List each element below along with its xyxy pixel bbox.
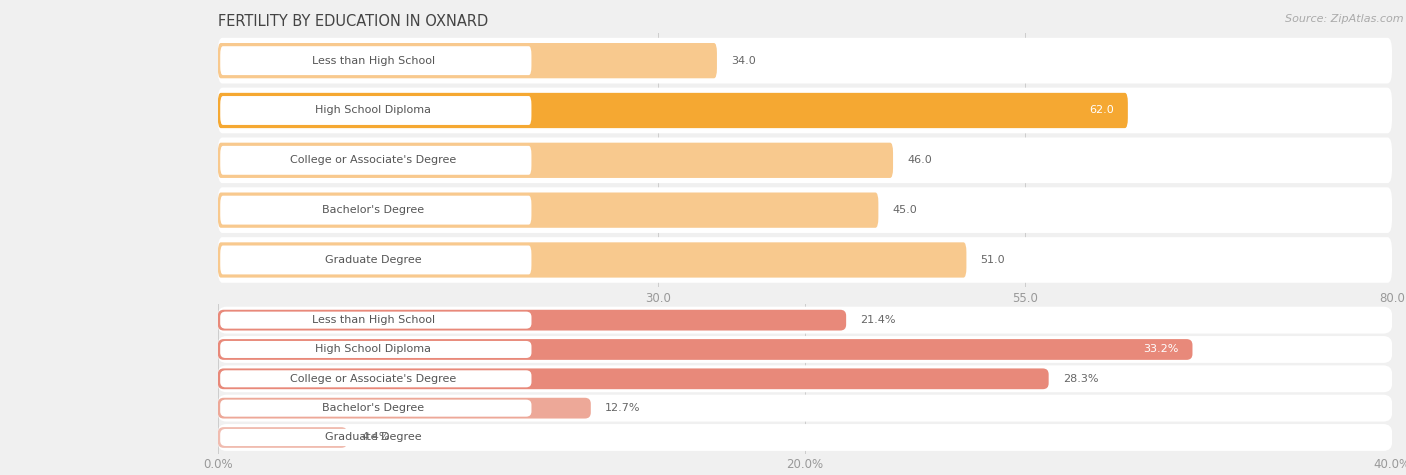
Text: 12.7%: 12.7%: [605, 403, 640, 413]
FancyBboxPatch shape: [218, 192, 879, 228]
Text: 34.0: 34.0: [731, 56, 755, 66]
FancyBboxPatch shape: [221, 146, 531, 175]
FancyBboxPatch shape: [218, 398, 591, 418]
Text: 46.0: 46.0: [907, 155, 932, 165]
Text: 21.4%: 21.4%: [860, 315, 896, 325]
FancyBboxPatch shape: [218, 336, 1392, 363]
FancyBboxPatch shape: [218, 38, 1392, 84]
FancyBboxPatch shape: [218, 424, 1392, 451]
FancyBboxPatch shape: [221, 429, 531, 446]
FancyBboxPatch shape: [221, 341, 531, 358]
FancyBboxPatch shape: [218, 365, 1392, 392]
Text: High School Diploma: High School Diploma: [315, 105, 432, 115]
FancyBboxPatch shape: [218, 142, 893, 178]
Text: College or Associate's Degree: College or Associate's Degree: [291, 374, 457, 384]
Text: FERTILITY BY EDUCATION IN OXNARD: FERTILITY BY EDUCATION IN OXNARD: [218, 14, 488, 29]
Text: 4.4%: 4.4%: [361, 433, 389, 443]
Text: High School Diploma: High School Diploma: [315, 344, 432, 354]
Text: 45.0: 45.0: [893, 205, 917, 215]
FancyBboxPatch shape: [218, 43, 717, 78]
FancyBboxPatch shape: [218, 395, 1392, 422]
FancyBboxPatch shape: [218, 137, 1392, 183]
FancyBboxPatch shape: [218, 339, 1192, 360]
Text: 33.2%: 33.2%: [1143, 344, 1178, 354]
FancyBboxPatch shape: [218, 242, 966, 277]
Text: 51.0: 51.0: [980, 255, 1005, 265]
FancyBboxPatch shape: [218, 93, 1128, 128]
Text: 28.3%: 28.3%: [1063, 374, 1098, 384]
FancyBboxPatch shape: [218, 369, 1049, 389]
Text: Graduate Degree: Graduate Degree: [325, 255, 422, 265]
Text: Graduate Degree: Graduate Degree: [325, 433, 422, 443]
FancyBboxPatch shape: [218, 88, 1392, 133]
FancyBboxPatch shape: [221, 46, 531, 75]
FancyBboxPatch shape: [221, 96, 531, 125]
FancyBboxPatch shape: [218, 310, 846, 331]
FancyBboxPatch shape: [221, 312, 531, 329]
Text: Source: ZipAtlas.com: Source: ZipAtlas.com: [1285, 14, 1403, 24]
FancyBboxPatch shape: [218, 307, 1392, 333]
FancyBboxPatch shape: [221, 399, 531, 417]
Text: Bachelor's Degree: Bachelor's Degree: [322, 205, 425, 215]
Text: College or Associate's Degree: College or Associate's Degree: [291, 155, 457, 165]
FancyBboxPatch shape: [221, 196, 531, 225]
FancyBboxPatch shape: [218, 427, 347, 448]
Text: Less than High School: Less than High School: [312, 315, 434, 325]
FancyBboxPatch shape: [218, 187, 1392, 233]
FancyBboxPatch shape: [221, 370, 531, 387]
Text: Less than High School: Less than High School: [312, 56, 434, 66]
FancyBboxPatch shape: [218, 237, 1392, 283]
FancyBboxPatch shape: [221, 246, 531, 275]
Text: Bachelor's Degree: Bachelor's Degree: [322, 403, 425, 413]
Text: 62.0: 62.0: [1090, 105, 1114, 115]
